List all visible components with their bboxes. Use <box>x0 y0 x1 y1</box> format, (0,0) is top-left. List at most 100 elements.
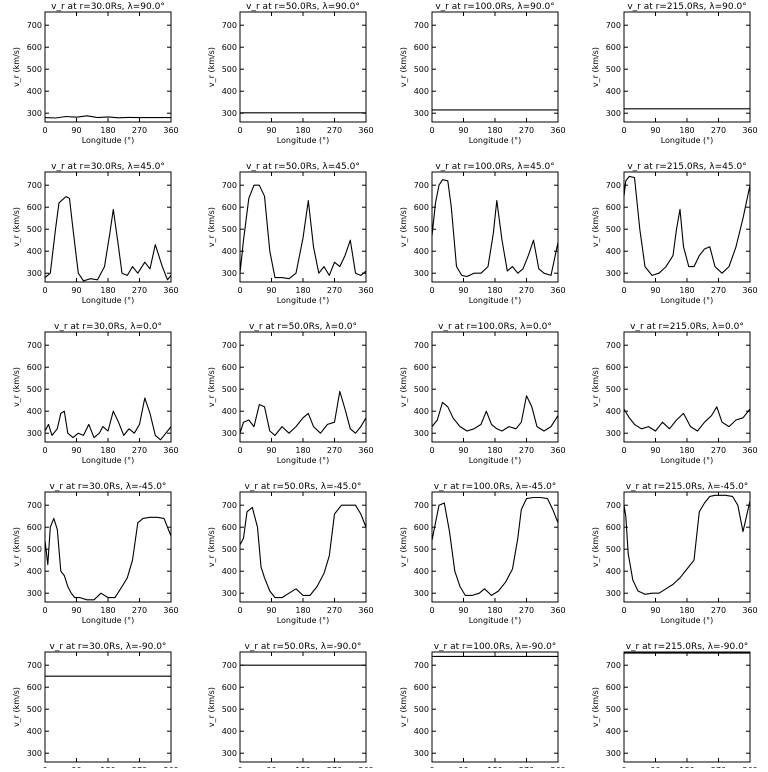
y-tick-label: 700 <box>27 181 42 190</box>
x-tick-label: 180 <box>295 286 310 295</box>
y-tick-label: 400 <box>27 567 42 576</box>
x-axis-label: Longitude (°) <box>661 296 714 305</box>
y-axis-label: v_r (km/s) <box>591 527 600 567</box>
chart-panel: v_r at r=50.0Rs, λ=-45.0° 0 90 180 270 360 300… <box>207 482 374 625</box>
panel-title: v_r at r=215.0Rs, λ=90.0° <box>627 2 746 12</box>
x-tick-label: 360 <box>163 446 178 455</box>
series-line <box>431 395 559 432</box>
x-tick-label: 180 <box>679 606 694 615</box>
x-tick-label: 90 <box>650 606 660 615</box>
x-tick-label: 360 <box>742 286 757 295</box>
y-tick-label: 700 <box>27 501 42 510</box>
y-tick-label: 500 <box>414 705 429 714</box>
y-tick-label: 300 <box>27 109 42 118</box>
x-tick-label: 90 <box>266 126 276 135</box>
y-tick-label: 500 <box>222 545 237 554</box>
y-tick-label: 500 <box>414 385 429 394</box>
y-axis-label: v_r (km/s) <box>591 207 600 247</box>
x-tick-label: 270 <box>327 286 342 295</box>
x-tick-label: 90 <box>650 286 660 295</box>
panel-title: v_r at r=50.0Rs, λ=90.0° <box>246 2 360 12</box>
x-tick-label: 180 <box>487 606 502 615</box>
x-tick-label: 270 <box>711 446 726 455</box>
panel-title: v_r at r=215.0Rs, λ=0.0° <box>630 322 744 332</box>
y-tick-label: 300 <box>606 589 621 598</box>
plot-frame <box>44 331 172 443</box>
series-line <box>44 397 172 441</box>
x-tick-label: 90 <box>266 446 276 455</box>
x-tick-label: 180 <box>487 286 502 295</box>
chart-panel: v_r at r=50.0Rs, λ=90.0° 0 90 180 270 360 300 4… <box>207 2 374 145</box>
y-tick-label: 500 <box>222 385 237 394</box>
series-line <box>239 390 367 436</box>
y-tick-label: 300 <box>414 109 429 118</box>
y-tick-label: 600 <box>414 523 429 532</box>
x-tick-label: 180 <box>100 286 115 295</box>
plot-frame <box>623 331 751 443</box>
plot-frame <box>623 491 751 603</box>
plot-frame <box>431 491 559 603</box>
y-tick-label: 700 <box>27 21 42 30</box>
y-axis-label: v_r (km/s) <box>207 47 216 87</box>
y-tick-label: 600 <box>222 523 237 532</box>
plot-frame <box>239 331 367 443</box>
plot-frame <box>44 171 172 283</box>
x-tick-label: 180 <box>679 286 694 295</box>
y-tick-label: 500 <box>27 545 42 554</box>
x-tick-label: 270 <box>132 446 147 455</box>
x-tick-label: 270 <box>519 126 534 135</box>
x-tick-label: 270 <box>711 286 726 295</box>
panel-title: v_r at r=100.0Rs, λ=-45.0° <box>434 482 557 492</box>
x-tick-label: 360 <box>742 126 757 135</box>
panel-title: v_r at r=215.0Rs, λ=45.0° <box>627 162 746 172</box>
panel-title: v_r at r=30.0Rs, λ=45.0° <box>51 162 165 172</box>
x-axis-label: Longitude (°) <box>277 296 330 305</box>
y-axis-label: v_r (km/s) <box>399 367 408 407</box>
y-tick-label: 500 <box>222 225 237 234</box>
series-line <box>239 184 367 280</box>
y-tick-label: 600 <box>27 683 42 692</box>
plot-frame <box>623 11 751 123</box>
y-tick-label: 700 <box>606 21 621 30</box>
x-axis-label: Longitude (°) <box>469 136 522 145</box>
chart-panel: v_r at r=30.0Rs, λ=45.0° 0 90 180 270 360 300 4… <box>12 162 179 305</box>
x-axis-label: Longitude (°) <box>82 136 135 145</box>
x-axis-label: Longitude (°) <box>277 616 330 625</box>
y-tick-label: 400 <box>414 407 429 416</box>
y-tick-label: 600 <box>606 683 621 692</box>
x-tick-label: 360 <box>358 126 373 135</box>
y-tick-label: 300 <box>222 109 237 118</box>
x-tick-label: 360 <box>163 126 178 135</box>
y-tick-label: 700 <box>606 341 621 350</box>
y-tick-label: 400 <box>606 407 621 416</box>
series-line <box>239 504 367 599</box>
x-tick-label: 180 <box>295 126 310 135</box>
panel-title: v_r at r=30.0Rs, λ=-90.0° <box>50 642 167 652</box>
chart-panel: v_r at r=100.0Rs, λ=0.0° 0 90 180 270 360 300 4… <box>399 322 566 465</box>
x-tick-label: 90 <box>650 446 660 455</box>
y-axis-label: v_r (km/s) <box>591 687 600 727</box>
x-tick-label: 360 <box>550 446 565 455</box>
y-axis-label: v_r (km/s) <box>12 527 21 567</box>
y-tick-label: 400 <box>606 247 621 256</box>
x-tick-label: 360 <box>358 606 373 615</box>
y-tick-label: 400 <box>222 727 237 736</box>
series-line <box>44 516 172 601</box>
x-tick-label: 90 <box>458 286 468 295</box>
chart-panel: v_r at r=100.0Rs, λ=90.0° 0 90 180 270 360 300… <box>399 2 566 145</box>
x-tick-label: 90 <box>71 606 81 615</box>
y-tick-label: 400 <box>27 247 42 256</box>
y-axis-label: v_r (km/s) <box>591 367 600 407</box>
x-tick-label: 90 <box>71 446 81 455</box>
panel-title: v_r at r=50.0Rs, λ=45.0° <box>246 162 360 172</box>
y-tick-label: 700 <box>606 661 621 670</box>
x-tick-label: 0 <box>429 606 434 615</box>
y-tick-label: 600 <box>414 363 429 372</box>
x-tick-label: 270 <box>519 286 534 295</box>
y-tick-label: 300 <box>606 269 621 278</box>
chart-panel: v_r at r=215.0Rs, λ=45.0° 0 90 180 270 360 300… <box>591 162 758 305</box>
x-tick-label: 0 <box>42 446 47 455</box>
x-tick-label: 180 <box>295 446 310 455</box>
y-tick-label: 300 <box>27 269 42 278</box>
x-tick-label: 90 <box>458 606 468 615</box>
